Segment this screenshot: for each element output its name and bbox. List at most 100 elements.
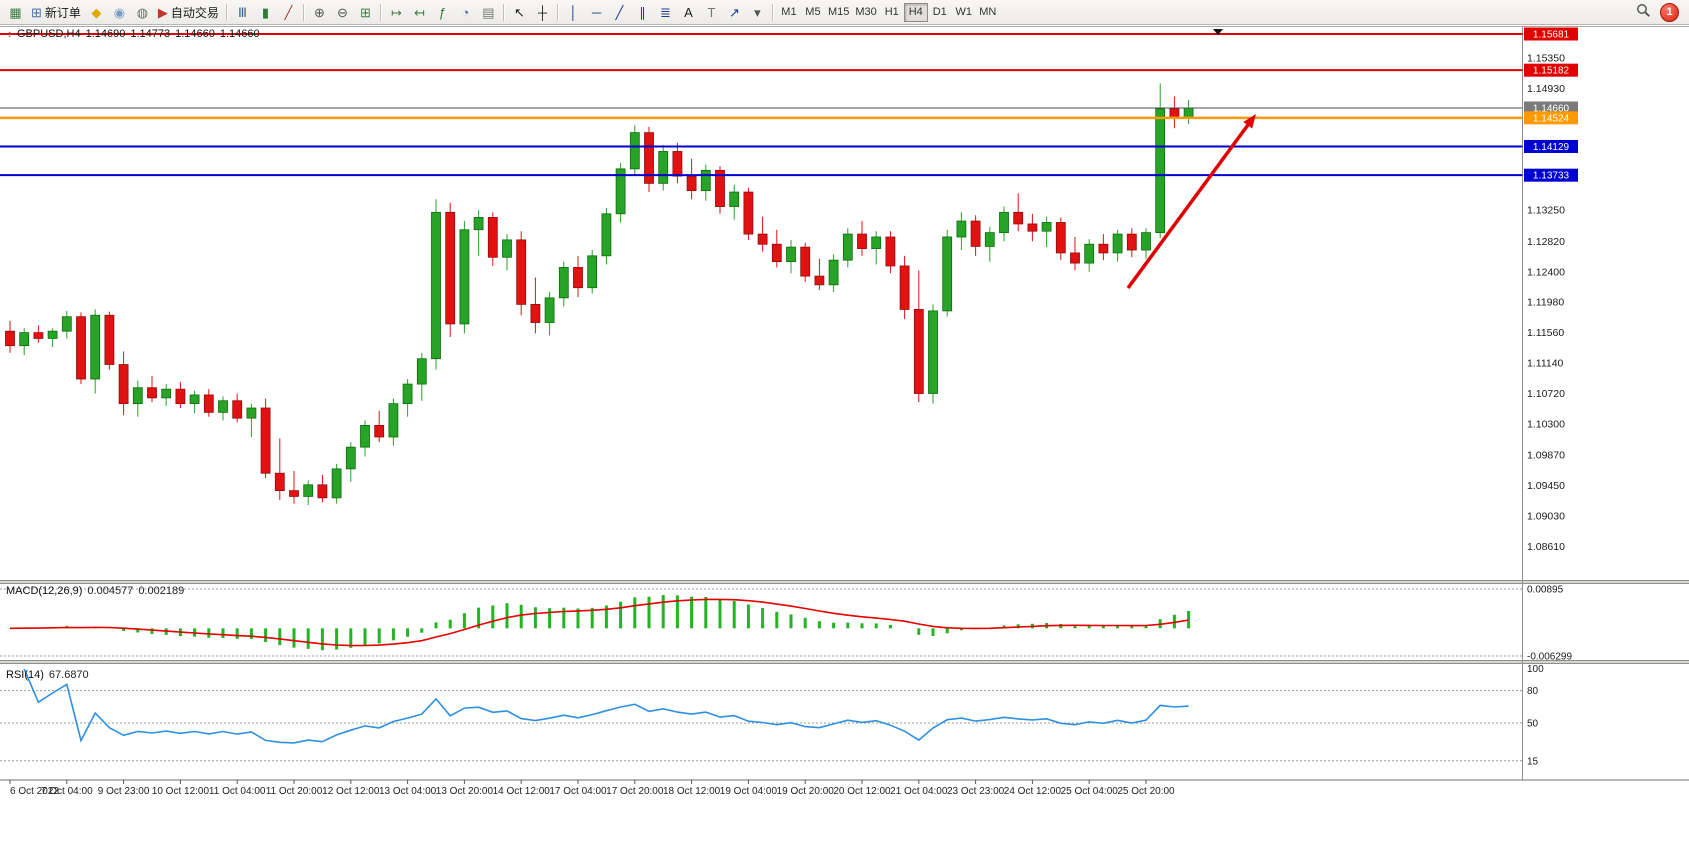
zoom-out-icon[interactable]: ⊖ — [331, 2, 354, 23]
candle-body — [416, 358, 427, 385]
arrows-dropdown-icon[interactable]: ▾ — [746, 2, 769, 23]
arrows-dropdown-icon-glyph: ▾ — [754, 4, 761, 20]
cursor-icon[interactable]: ↖ — [508, 2, 531, 23]
candle-body — [544, 297, 555, 323]
timeframe-mn[interactable]: MN — [976, 3, 1000, 22]
candle-body — [885, 236, 896, 267]
indicators-list-icon[interactable]: ƒ — [431, 2, 454, 23]
trend-arrow-annotation[interactable] — [1126, 114, 1256, 290]
timeframe-d1[interactable]: D1 — [928, 3, 952, 22]
tile-windows-icon[interactable]: ⊞ — [354, 2, 377, 23]
rsi-header: RSI(14) 67.6870 — [6, 669, 94, 681]
symbol-ohlc-header: ↕ GBPUSD,H4 1.14690 1.14773 1.14660 1.14660 — [7, 28, 265, 40]
panel-separator[interactable] — [0, 580, 1689, 584]
metaquotes-icon-glyph: ◆ — [91, 4, 102, 20]
candle-body — [871, 236, 882, 249]
arrows-icon[interactable]: ↗ — [723, 2, 746, 23]
candle-body — [700, 169, 711, 192]
svg-text:14 Oct 12:00: 14 Oct 12:00 — [493, 786, 551, 797]
community-icon[interactable]: ◉ — [108, 2, 131, 23]
candle-body — [274, 472, 285, 492]
svg-text:1.11140: 1.11140 — [1527, 358, 1564, 370]
timeframe-h1[interactable]: H1 — [880, 3, 904, 22]
auto-trading-glyph: ▶ — [157, 4, 168, 20]
svg-text:1.10720: 1.10720 — [1527, 388, 1565, 400]
candle-body — [374, 424, 385, 438]
vertical-line-icon-glyph: │ — [569, 4, 578, 20]
auto-trading-button[interactable]: ▶ 自动交易 — [154, 2, 223, 23]
svg-text:15: 15 — [1527, 756, 1539, 767]
indicators-list-icon-glyph: ƒ — [438, 4, 447, 20]
auto-scroll-icon[interactable]: ↦ — [385, 2, 408, 23]
macd-name: MACD(12,26,9) — [6, 585, 83, 597]
bar-chart-icon-glyph: Ⅲ — [237, 4, 247, 20]
macd-main-value: 0.004577 — [87, 585, 134, 597]
candle-body — [1027, 223, 1038, 232]
svg-text:10 Oct 12:00: 10 Oct 12:00 — [152, 786, 210, 797]
metaeditor-icon[interactable]: ◍ — [131, 2, 154, 23]
candle-body — [90, 314, 101, 380]
svg-text:1.15681: 1.15681 — [1533, 30, 1570, 41]
rsi-line — [23, 668, 1189, 744]
line-chart-icon[interactable]: ╱ — [277, 2, 300, 23]
horizontal-line-icon-glyph: ─ — [591, 4, 602, 20]
candle-body — [402, 383, 413, 405]
search-button[interactable] — [1630, 2, 1656, 23]
rsi-value: 67.6870 — [48, 669, 89, 681]
chart-window-icon[interactable]: ▦ — [4, 2, 27, 23]
candle-body — [686, 175, 697, 192]
templates-icon[interactable]: ▤ — [477, 2, 500, 23]
toolbar-left-group: ▦ ⊞ 新订单 ◆ ◉ ◍ ▶ 自动交易 Ⅲ ▮ ╱ ⊕ ⊖ ⊞ ↦ ↤ ƒ ◔ ▤ ↖ ┼ │ ─ ╱ ∥ ≣ A T ↗ ▾ — [4, 2, 777, 23]
tile-windows-icon-glyph: ⊞ — [359, 4, 371, 20]
time-periods-icon-glyph: ◔ — [461, 4, 470, 20]
timeframe-m5[interactable]: M5 — [801, 3, 825, 22]
candle-body — [658, 151, 669, 184]
crosshair-icon-glyph: ┼ — [537, 4, 548, 20]
chart-shift-marker[interactable] — [1213, 29, 1223, 35]
candle-body — [913, 309, 924, 394]
line-chart-icon-glyph: ╱ — [284, 4, 293, 20]
fibonacci-icon-glyph: ≣ — [659, 4, 671, 20]
svg-text:12 Oct 12:00: 12 Oct 12:00 — [322, 786, 380, 797]
chart-shift-icon[interactable]: ↤ — [408, 2, 431, 23]
macd-panel: 0.00895 -0.006299 — [0, 585, 1572, 663]
trendline-icon[interactable]: ╱ — [608, 2, 631, 23]
channel-icon[interactable]: ∥ — [631, 2, 654, 23]
label-icon[interactable]: T — [700, 2, 723, 23]
new-order-button[interactable]: ⊞ 新订单 — [27, 2, 85, 23]
candle-body — [956, 220, 967, 238]
horizontal-level-lines: 1.156811.151821.146601.145241.141291.137… — [0, 27, 1578, 182]
candle-body — [487, 217, 498, 258]
notification-badge[interactable]: 1 — [1660, 2, 1679, 22]
candle-body — [999, 211, 1009, 234]
candle-body — [33, 332, 44, 339]
candle-body — [629, 132, 640, 170]
candle-body — [118, 364, 129, 405]
timeframe-w1[interactable]: W1 — [952, 3, 976, 22]
cursor-icon-glyph: ↖ — [513, 4, 525, 20]
zoom-in-icon[interactable]: ⊕ — [308, 2, 331, 23]
candlestick-chart-icon[interactable]: ▮ — [254, 2, 277, 23]
chart-canvas[interactable]: 1.15350 1.14930 1.13250 1.12820 1.12400 1.119… — [0, 25, 1689, 815]
svg-text:1.11980: 1.11980 — [1527, 297, 1564, 309]
vertical-line-icon[interactable]: │ — [562, 2, 585, 23]
timeframe-m1[interactable]: M1 — [777, 3, 801, 22]
candle-body — [431, 211, 441, 360]
timeframe-m30[interactable]: M30 — [852, 3, 879, 22]
panel-separator[interactable] — [0, 660, 1689, 664]
bar-chart-icon[interactable]: Ⅲ — [231, 2, 254, 23]
horizontal-line-icon[interactable]: ─ — [585, 2, 608, 23]
candle-body — [558, 267, 569, 299]
crosshair-icon[interactable]: ┼ — [531, 2, 554, 23]
time-periods-icon[interactable]: ◔ — [454, 2, 477, 23]
candle-body — [601, 213, 612, 257]
metaquotes-icon[interactable]: ◆ — [85, 2, 108, 23]
text-icon[interactable]: A — [677, 2, 700, 23]
svg-text:17 Oct 04:00: 17 Oct 04:00 — [549, 786, 607, 797]
timeframe-m15[interactable]: M15 — [825, 3, 852, 22]
fibonacci-icon[interactable]: ≣ — [654, 2, 677, 23]
timeframe-h4[interactable]: H4 — [903, 2, 928, 22]
candle-body — [573, 267, 583, 289]
